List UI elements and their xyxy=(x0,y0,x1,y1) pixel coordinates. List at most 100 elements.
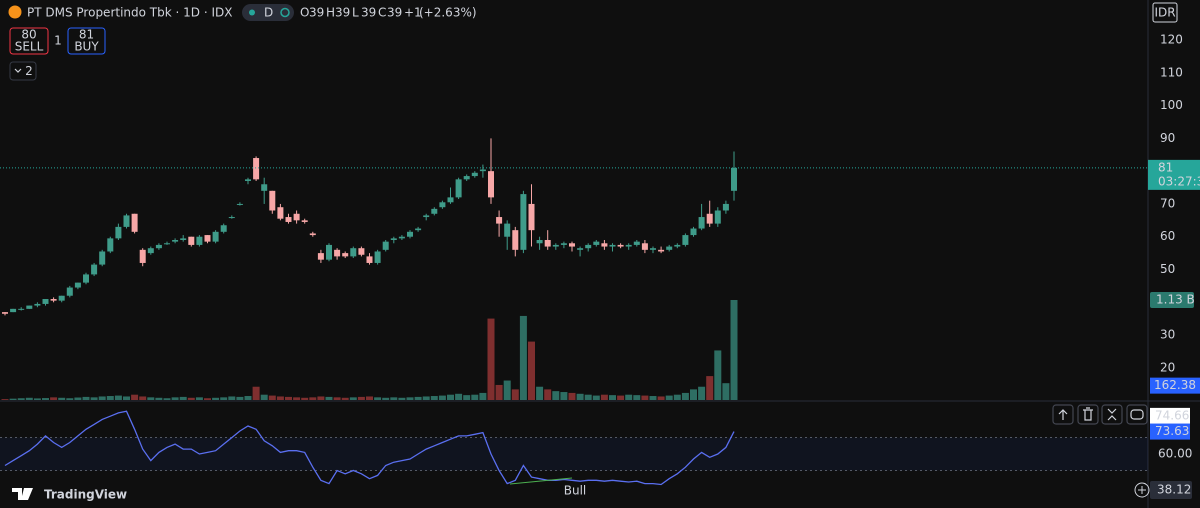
volume-bar xyxy=(406,397,414,400)
volume-bar xyxy=(536,386,544,400)
candle-body xyxy=(439,202,446,208)
rsi-tag-label: 73.63 xyxy=(1155,424,1189,438)
volume-bar xyxy=(609,395,616,400)
volume-bar xyxy=(617,395,625,400)
currency-box[interactable] xyxy=(1152,2,1178,23)
candle-body xyxy=(374,251,381,263)
volume-bar xyxy=(471,394,479,400)
candle-body xyxy=(58,295,65,301)
candle-body xyxy=(431,208,438,214)
chevron-icon xyxy=(14,68,22,73)
candle-body xyxy=(690,228,697,236)
add-button[interactable] xyxy=(1134,482,1150,498)
collapse-button[interactable] xyxy=(1101,404,1123,425)
volume-bar xyxy=(600,394,608,400)
ohlc-value: 39 xyxy=(387,6,402,20)
indicators-count: 2 xyxy=(25,64,33,78)
candle-body xyxy=(609,244,616,247)
buy-button[interactable] xyxy=(67,27,106,55)
volume-bar xyxy=(220,397,228,400)
volume-bar xyxy=(285,396,292,400)
candle-body xyxy=(261,184,268,191)
candle-body xyxy=(220,225,227,232)
candle-body xyxy=(293,213,300,221)
candle-body xyxy=(42,299,49,304)
volume-tag xyxy=(1150,292,1194,308)
rsi-lower-tag-label: 38.12 xyxy=(1157,483,1191,497)
volume-bar xyxy=(114,395,122,400)
volume-bar xyxy=(58,397,66,400)
price-pane xyxy=(0,138,1148,400)
candle-body xyxy=(326,244,332,260)
candle-body xyxy=(131,213,138,232)
volume-bar xyxy=(228,396,236,400)
volume-bar xyxy=(204,398,211,400)
maximize-button[interactable] xyxy=(1126,404,1148,425)
divergence-line xyxy=(509,477,573,485)
candle-body xyxy=(698,217,705,229)
move-up-button[interactable] xyxy=(1052,404,1074,425)
candle-body xyxy=(245,179,251,181)
candle-body xyxy=(342,253,349,257)
delete-button[interactable] xyxy=(1077,404,1099,425)
volume-bar xyxy=(430,396,438,400)
change-pct: (+2.63%) xyxy=(419,6,477,20)
volume-bar xyxy=(82,396,90,400)
volume-bar xyxy=(641,395,649,400)
session-pill[interactable] xyxy=(242,4,294,21)
volume-bar xyxy=(50,397,58,400)
rsi-lower-tag xyxy=(1150,481,1192,500)
y-tick-label: 60 xyxy=(1160,229,1175,243)
volume-bar xyxy=(147,397,155,400)
candle-body xyxy=(706,213,713,224)
candle-body xyxy=(390,238,397,240)
candle-body xyxy=(204,235,211,242)
candle-body xyxy=(317,253,324,260)
candle-body xyxy=(447,197,454,203)
candle-body xyxy=(34,303,41,306)
sell-label: SELL xyxy=(15,40,44,54)
candle-body xyxy=(674,244,681,247)
sell-button[interactable] xyxy=(9,27,49,55)
volume-ma-tag-label: 162.38 M xyxy=(1154,378,1200,392)
candle-body xyxy=(301,220,308,222)
volume-bar xyxy=(657,396,665,400)
volume-bar xyxy=(714,350,722,400)
volume-bar xyxy=(665,395,673,400)
volume-bar xyxy=(390,397,398,400)
pane-toolbar xyxy=(1052,404,1148,425)
y-tick-label: 100 xyxy=(1160,98,1183,112)
indicators-toggle[interactable] xyxy=(9,61,37,81)
symbol-title[interactable]: PT DMS Propertindo Tbk · 1D · IDX xyxy=(27,6,232,20)
volume-bar xyxy=(9,398,17,400)
rsi-tag xyxy=(1150,423,1190,440)
candle-body xyxy=(633,241,640,245)
trash-icon xyxy=(1083,407,1093,421)
candle-body xyxy=(520,194,527,250)
volume-ma-tag xyxy=(1150,377,1200,394)
candle-body xyxy=(455,179,462,198)
candle-body xyxy=(682,235,689,245)
volume-bar xyxy=(341,397,349,400)
candle-body xyxy=(277,207,284,219)
volume-bar xyxy=(260,394,268,400)
volume-bar xyxy=(1,399,9,400)
volume-bar xyxy=(268,395,276,400)
candle-body xyxy=(528,203,535,231)
volume-bar xyxy=(706,376,714,400)
candle-body xyxy=(228,217,235,219)
moon-icon xyxy=(280,7,290,18)
volume-bar xyxy=(366,396,373,400)
volume-bar xyxy=(195,397,203,400)
buy-price: 81 xyxy=(79,28,94,42)
candle-body xyxy=(423,215,430,218)
volume-bar xyxy=(511,389,519,400)
ohlc-key: C xyxy=(378,6,386,20)
candle-body xyxy=(658,249,665,252)
volume-bar xyxy=(25,397,33,400)
volume-bar xyxy=(479,392,487,400)
candle-body xyxy=(115,226,122,239)
candle-body xyxy=(236,203,243,205)
